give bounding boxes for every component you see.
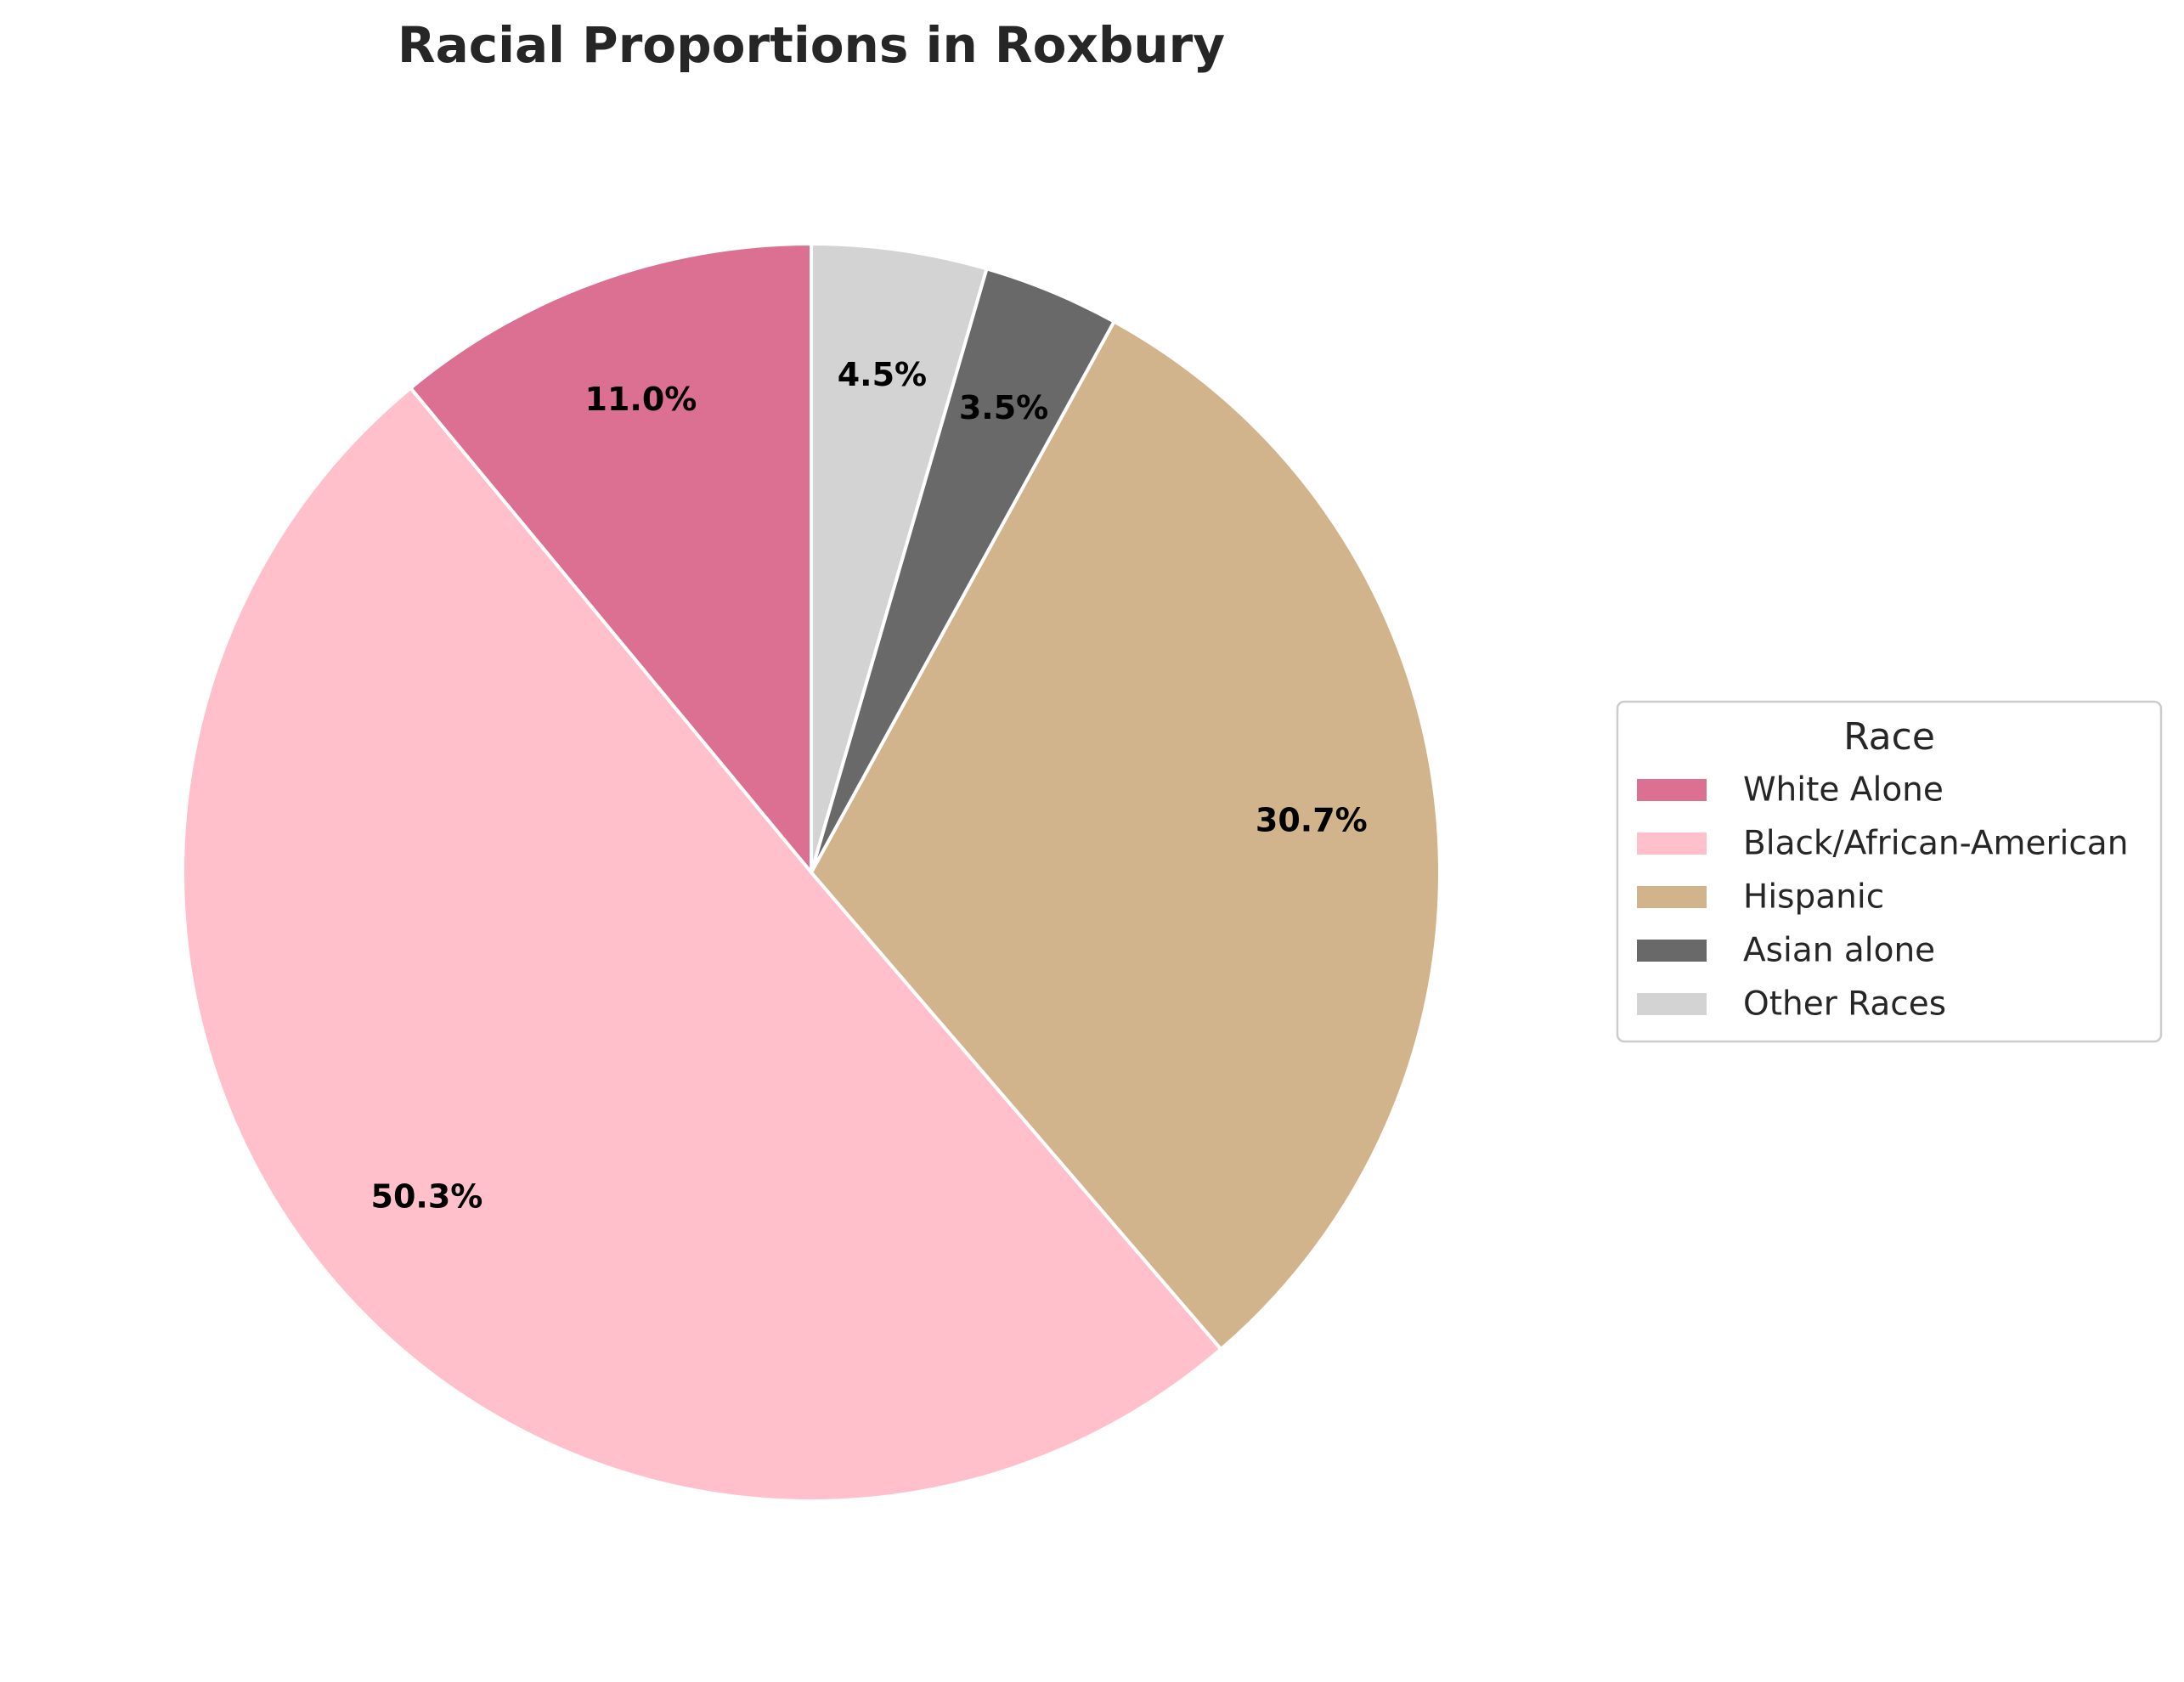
legend: Race White Alone Black/African-American Hi… <box>1616 700 2163 1043</box>
pct-label-white-alone: 11.0% <box>585 381 697 418</box>
pie-slice-white-alone <box>409 242 813 874</box>
legend-swatch-hispanic <box>1637 886 1707 908</box>
pie-slices <box>181 242 1442 1503</box>
legend-label-other-races: Other Races <box>1743 985 1946 1024</box>
pie-slice-hispanic <box>810 319 1442 1352</box>
legend-swatch-other-races <box>1637 993 1707 1015</box>
legend-title: Race <box>1843 715 1935 759</box>
legend-label-white-alone: White Alone <box>1743 771 1944 810</box>
pct-label-asian-alone: 3.5% <box>959 389 1048 426</box>
pct-label-hispanic: 30.7% <box>1256 802 1368 839</box>
legend-swatch-asian-alone <box>1637 940 1707 962</box>
legend-items: White Alone Black/African-American Hispani… <box>1637 771 2128 1024</box>
percentage-labels: 11.0% 50.3% 30.7% 3.5% 4.5% <box>371 356 1368 1216</box>
pie-slice-other-races <box>810 242 989 874</box>
pie-slice-black-african-american <box>181 386 1223 1503</box>
legend-frame <box>1616 700 2163 1043</box>
chart-title: Racial Proportions in Roxbury <box>398 16 1225 74</box>
legend-swatch-white-alone <box>1637 779 1707 801</box>
legend-label-hispanic: Hispanic <box>1743 878 1884 917</box>
pct-label-other-races: 4.5% <box>838 356 927 393</box>
legend-label-asian-alone: Asian alone <box>1743 932 1935 970</box>
legend-label-black-african-american: Black/African-American <box>1743 825 2128 863</box>
pct-label-black-african-american: 50.3% <box>371 1178 483 1216</box>
legend-swatch-black-african-american <box>1637 833 1707 855</box>
